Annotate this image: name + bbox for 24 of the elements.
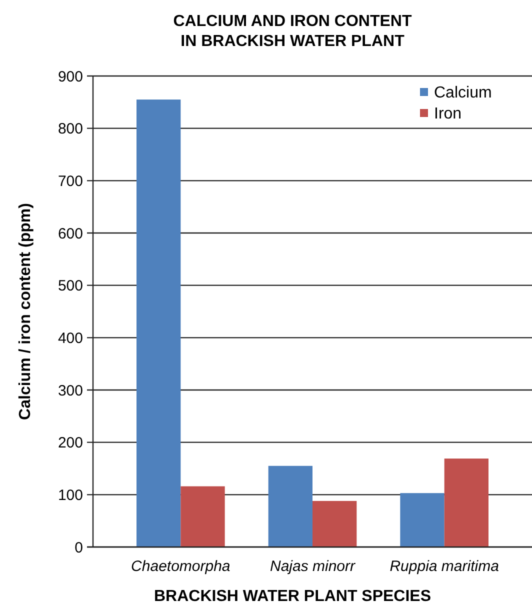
legend-label: Iron: [434, 106, 462, 123]
y-tick-label: 300: [58, 382, 83, 400]
y-tick-label: 700: [58, 172, 83, 190]
x-tick-label: Chaetomorpha: [131, 558, 230, 575]
y-tick-label: 500: [58, 278, 83, 295]
bar: [444, 458, 488, 547]
y-tick-label: 900: [58, 68, 83, 86]
y-tick-label: 100: [58, 486, 83, 504]
legend-label: Calcium: [434, 84, 492, 102]
y-tick-label: 400: [58, 330, 83, 347]
bar: [180, 486, 225, 547]
x-tick-label: Najas minorr: [270, 558, 356, 575]
bar: [268, 466, 312, 547]
y-tick-label: 600: [58, 225, 83, 242]
y-tick-label: 800: [58, 120, 83, 138]
bar: [136, 100, 181, 547]
x-axis-title: BRACKISH WATER PLANT SPECIES: [154, 588, 432, 605]
y-axis-title: Calcium / iron content (ppm): [17, 203, 34, 420]
bar: [400, 493, 444, 547]
y-tick-label: 0: [74, 539, 83, 556]
chart-title: CALCIUM AND IRON CONTENT IN BRACKISH WATER PLANT: [173, 13, 412, 50]
y-tick-label: 200: [58, 434, 83, 452]
x-tick-label: Ruppia maritima: [390, 558, 499, 575]
bar: [312, 500, 357, 547]
